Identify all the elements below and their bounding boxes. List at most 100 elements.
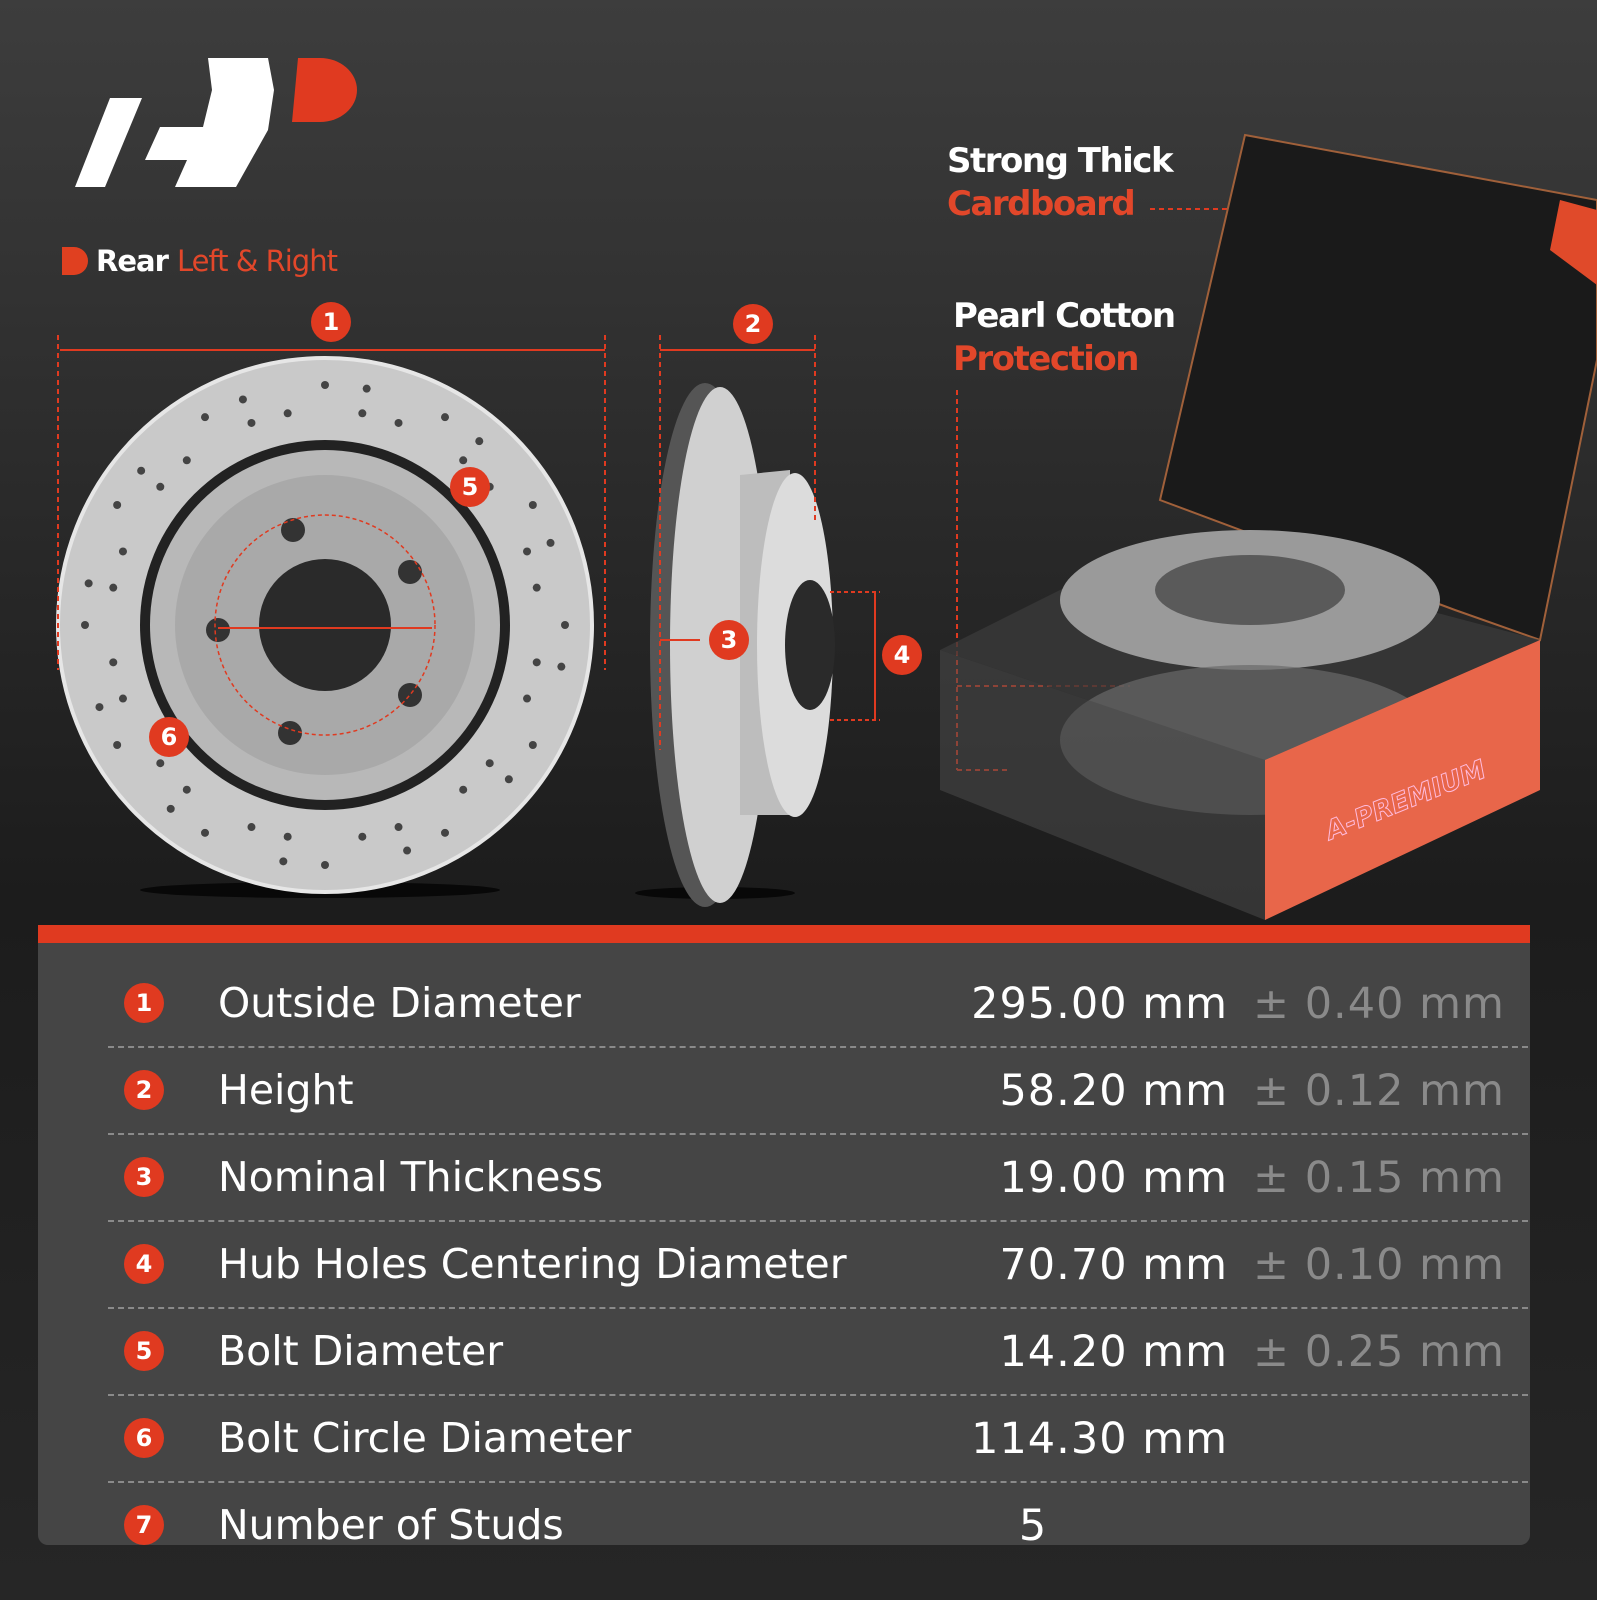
spec-tolerance: ± 0.12 mm [1253,1066,1505,1116]
subtitle-rear: Rear [96,244,169,278]
spec-row: 7 Number of Studs 5 [108,1483,1528,1570]
drilled-hole [362,384,371,393]
spec-label: Number of Studs [218,1501,564,1549]
drilled-hole [475,437,484,446]
marker-5: 5 [450,467,490,507]
spec-value: 19.00 mm [999,1153,1228,1203]
marker-6: 6 [149,717,189,757]
drilled-hole [546,538,555,547]
drilled-hole [441,828,449,837]
callout-line: Pearl Cotton [953,296,1176,336]
spec-number-badge: 7 [124,1505,164,1545]
drilled-hole [95,703,104,712]
drilled-hole [137,466,146,475]
drilled-hole [156,482,165,491]
drilled-hole [238,395,247,404]
product-illustration: A-PREMIUM [56,58,1597,920]
callout-line: Cardboard [947,184,1136,224]
rotor-front-view [56,356,594,898]
drilled-hole [394,823,403,832]
spec-value: 5 [1018,1501,1048,1551]
drilled-hole [394,418,403,427]
drilled-hole [358,832,367,841]
spec-number-badge: 6 [124,1418,164,1458]
spec-tolerance: ± 0.15 mm [1253,1153,1505,1203]
brand-logo [75,58,357,187]
drilled-hole [166,804,175,813]
drilled-hole [532,658,541,667]
spec-number-badge: 2 [124,1070,164,1110]
spec-label: Bolt Diameter [218,1327,504,1375]
drilled-hole [557,662,566,671]
drilled-hole [528,501,537,509]
marker-1: 1 [311,302,351,342]
callout-line: Strong Thick [947,141,1174,181]
drilled-hole [403,846,412,855]
spec-value: 114.30 mm [971,1414,1228,1464]
d-bullet-icon [62,247,88,275]
drilled-hole [523,547,532,556]
drilled-hole [156,759,165,768]
spec-row: 2 Height 58.20 mm ± 0.12 mm [108,1048,1528,1135]
drilled-hole [561,621,569,629]
drilled-hole [532,583,541,592]
spec-row: 5 Bolt Diameter 14.20 mm ± 0.25 mm [108,1309,1528,1396]
spec-row: 4 Hub Holes Centering Diameter 70.70 mm … [108,1222,1528,1309]
drilled-hole [113,741,122,749]
drilled-hole [118,694,127,703]
spec-tolerance: ± 0.25 mm [1253,1327,1505,1377]
spec-number-badge: 4 [124,1244,164,1284]
drilled-hole [459,785,468,794]
drilled-hole [247,418,256,427]
drilled-hole [358,409,367,418]
spec-tolerance: ± 0.10 mm [1253,1240,1505,1290]
spec-label: Hub Holes Centering Diameter [218,1240,847,1288]
spec-row: 6 Bolt Circle Diameter 114.30 mm [108,1396,1528,1483]
drilled-hole [523,694,532,703]
spec-label: Bolt Circle Diameter [218,1414,632,1462]
callout-line: Protection [953,339,1139,379]
subtitle-sides: Left & Right [176,244,338,278]
spec-value: 14.20 mm [999,1327,1228,1377]
drilled-hole [109,583,118,592]
spec-value: 70.70 mm [999,1240,1228,1290]
drilled-hole [201,413,209,422]
drilled-hole [247,823,256,832]
drilled-hole [528,741,537,749]
spec-row: 1 Outside Diameter 295.00 mm ± 0.40 mm [108,961,1528,1048]
spec-number-badge: 5 [124,1331,164,1371]
spec-label: Height [218,1066,354,1114]
spec-value: 295.00 mm [971,979,1228,1029]
drilled-hole [441,413,449,422]
drilled-hole [182,785,191,794]
spec-tolerance: ± 0.40 mm [1253,979,1505,1029]
drilled-hole [279,857,288,866]
drilled-hole [283,409,292,418]
drilled-hole [321,861,329,869]
spec-label: Nominal Thickness [218,1153,604,1201]
drilled-hole [109,658,118,667]
spec-label: Outside Diameter [218,979,581,1027]
drilled-hole [485,759,494,768]
spec-table: 1 Outside Diameter 295.00 mm ± 0.40 mm 2 … [38,925,1530,1551]
drilled-hole [283,832,292,841]
drilled-hole [321,381,329,389]
marker-3: 3 [709,620,749,660]
position-subtitle: Rear Left & Right [62,244,338,278]
marker-2: 2 [733,304,773,344]
drilled-hole [84,579,93,588]
drilled-hole [182,456,191,465]
spec-row: 3 Nominal Thickness 19.00 mm ± 0.15 mm [108,1135,1528,1222]
drilled-hole [81,621,89,629]
packaging-box: A-PREMIUM [940,133,1597,920]
drilled-hole [459,456,468,465]
callout-cardboard: Strong Thick Cardboard [947,140,1174,226]
callout-cotton: Pearl Cotton Protection [953,295,1176,381]
marker-4: 4 [882,635,922,675]
drilled-hole [118,547,127,556]
spec-value: 58.20 mm [999,1066,1228,1116]
drilled-hole [113,501,122,509]
spec-number-badge: 3 [124,1157,164,1197]
drilled-hole [504,775,513,784]
spec-number-badge: 1 [124,983,164,1023]
